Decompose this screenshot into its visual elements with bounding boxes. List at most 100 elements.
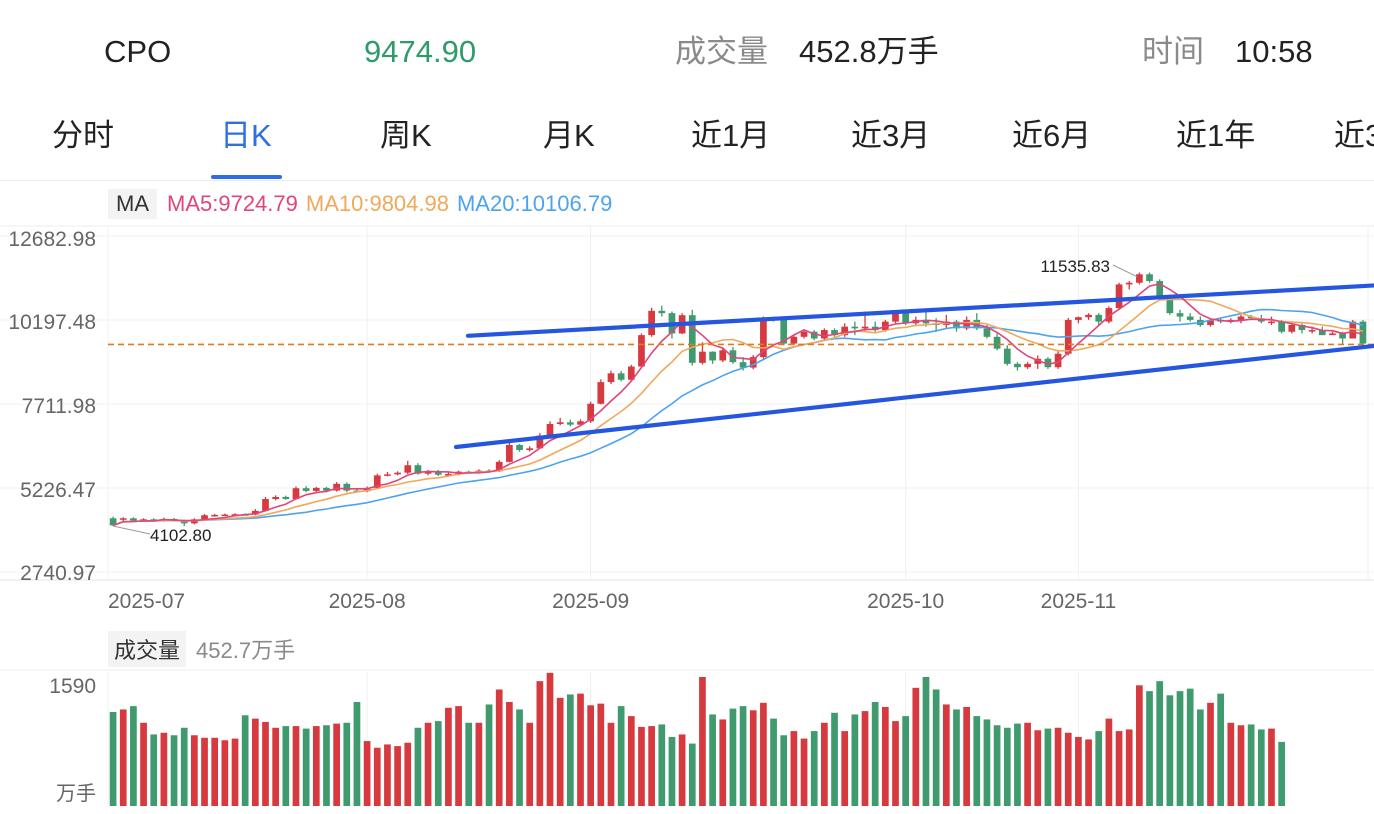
candle-body	[536, 435, 544, 449]
candle-body	[180, 520, 188, 524]
volume-bar	[831, 712, 838, 806]
candle-body	[1339, 333, 1346, 339]
volume-bar	[1115, 731, 1123, 806]
candle-body	[373, 475, 381, 488]
volume-value: 452.8万手	[799, 34, 939, 69]
volume-bar	[323, 725, 330, 806]
symbol-name: CPO	[104, 34, 172, 69]
volume-bar	[414, 727, 422, 806]
volume-bar	[566, 694, 574, 806]
candle-body	[434, 471, 442, 475]
candle-body	[150, 519, 158, 521]
candle-body	[1085, 314, 1092, 318]
candle-body	[851, 326, 859, 329]
volume-bar	[130, 706, 137, 806]
volume-bar	[170, 735, 178, 806]
volume-bar	[770, 718, 777, 806]
candle-body	[719, 350, 727, 361]
volume-bar	[648, 726, 655, 806]
candle-body	[333, 483, 340, 491]
tab-3-years[interactable]: 近3	[1334, 118, 1374, 153]
volume-bar	[150, 734, 158, 806]
volume-unit-label: 万手	[56, 782, 96, 805]
volume-bar	[678, 734, 686, 806]
tab-3-months[interactable]: 近3月	[851, 118, 931, 153]
max-price-label: 11535.83	[1040, 257, 1110, 276]
volume-bar	[760, 702, 767, 806]
candle-body	[577, 421, 584, 425]
candle-body	[810, 331, 818, 339]
candle-body	[414, 465, 422, 474]
volume-bar	[1054, 727, 1062, 806]
volume-tag[interactable]: 成交量	[108, 631, 187, 667]
volume-bar	[140, 722, 147, 806]
volume-bar	[262, 721, 269, 806]
volume-bar	[1196, 709, 1204, 806]
volume-bar	[221, 740, 229, 806]
candle-body	[1146, 274, 1153, 282]
candle-body	[607, 373, 615, 383]
tab-weekly-k[interactable]: 周K	[380, 118, 432, 153]
ma10-value: MA10:9804.98	[305, 191, 449, 216]
volume-bar	[292, 726, 300, 806]
volume-bar	[404, 742, 412, 806]
volume-bar	[1085, 739, 1092, 806]
candle-body	[1298, 324, 1306, 331]
volume-bar	[160, 732, 168, 806]
volume-bar	[180, 727, 188, 806]
candle-body	[1237, 316, 1245, 320]
ma-tag[interactable]: MA	[108, 189, 157, 219]
volume-bar	[333, 723, 340, 806]
candle-body	[1003, 348, 1011, 364]
candle-body	[495, 461, 503, 472]
y-tick-label: 7711.98	[22, 395, 96, 418]
volume-bar	[627, 716, 635, 806]
tab-monthly-k[interactable]: 月K	[543, 118, 595, 153]
volume-legend: 成交量 452.7万手	[108, 631, 295, 667]
volume-bar	[932, 689, 940, 806]
candle-body	[1329, 333, 1336, 336]
ma20-value: MA20:10106.79	[456, 191, 613, 216]
volume-bar	[668, 736, 676, 806]
tab-6-months[interactable]: 近6月	[1012, 118, 1092, 153]
candle-body	[627, 366, 635, 380]
tab-daily-k[interactable]: 日K	[220, 118, 272, 153]
candle-body	[109, 518, 117, 526]
candle-body	[597, 382, 605, 404]
candle-body	[1054, 353, 1062, 368]
y-tick-label: 12682.98	[8, 228, 96, 251]
volume-bar	[821, 722, 828, 806]
candle-body	[394, 472, 401, 475]
volume-bar	[455, 706, 462, 806]
volume-bar	[282, 726, 290, 806]
volume-bar	[912, 687, 920, 806]
candle-body	[445, 474, 452, 476]
candle-body	[1095, 314, 1103, 322]
volume-bar	[546, 672, 554, 806]
ma10-line	[112, 298, 1364, 527]
current-price: 9474.90	[364, 34, 477, 69]
volume-bar	[1024, 722, 1031, 806]
candle-body	[201, 515, 208, 520]
tab-1-month[interactable]: 近1月	[691, 118, 771, 153]
volume-bar	[495, 689, 503, 806]
ma-legend: MA MA5:9724.79 MA10:9804.98 MA20:10106.7…	[108, 186, 612, 222]
candle-body	[323, 487, 330, 491]
volume-bar	[587, 705, 595, 806]
y-tick-label: 2740.97	[20, 562, 96, 585]
candle-body	[1166, 296, 1174, 314]
volume-bar	[1003, 727, 1011, 806]
volume-bar	[1136, 685, 1143, 806]
x-tick-label: 2025-10	[867, 590, 944, 613]
candle-body	[749, 357, 757, 368]
candle-body	[506, 444, 513, 462]
volume-bar	[922, 676, 930, 806]
volume-bar	[1257, 729, 1265, 806]
candle-body	[546, 424, 554, 436]
volume-bar	[699, 676, 706, 806]
volume-bar	[231, 738, 239, 806]
volume-bar	[902, 716, 910, 806]
tab-intraday[interactable]: 分时	[52, 118, 114, 153]
tab-1-year[interactable]: 近1年	[1176, 118, 1256, 153]
